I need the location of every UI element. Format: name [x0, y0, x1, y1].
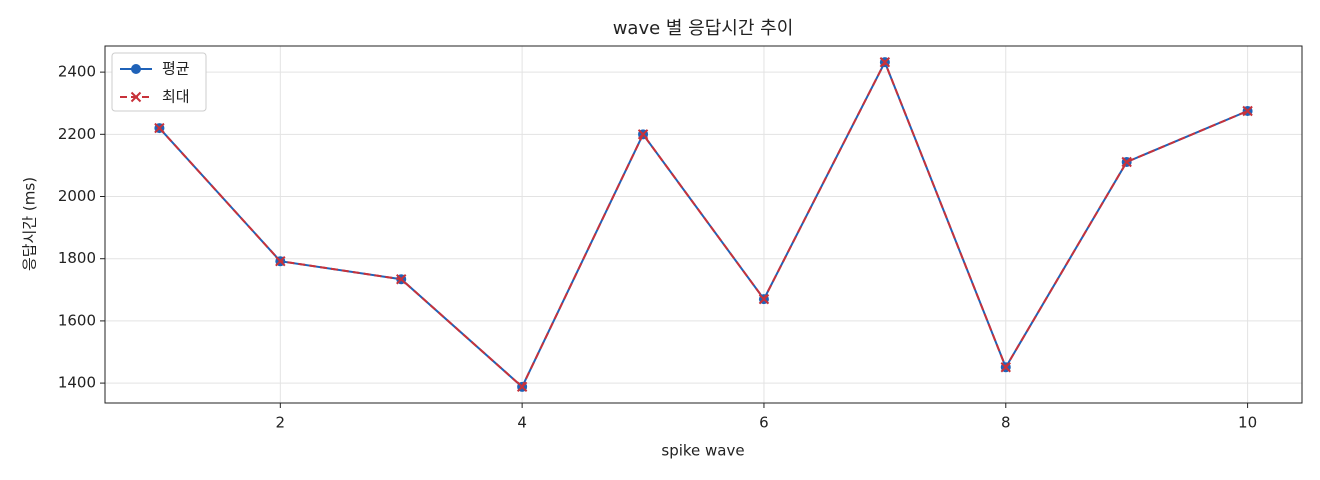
y-tick-label: 1600 — [58, 311, 96, 329]
marker — [154, 122, 165, 134]
y-tick-label: 2200 — [58, 125, 96, 143]
x-tick-label: 8 — [1001, 414, 1011, 432]
legend-marker — [130, 91, 142, 103]
marker — [1000, 362, 1011, 373]
y-tick-label: 1800 — [58, 249, 96, 267]
legend-marker — [131, 64, 141, 74]
marker — [1242, 105, 1253, 117]
marker — [1121, 156, 1132, 168]
line — [158, 59, 1248, 389]
line — [158, 59, 1248, 389]
marker — [879, 56, 891, 68]
marker — [275, 255, 286, 267]
marker — [637, 129, 649, 140]
y-tick-label: 1400 — [58, 374, 96, 392]
x-tick-label: 4 — [517, 414, 527, 432]
x-tick-label: 2 — [276, 414, 286, 432]
marker — [758, 293, 770, 305]
y-tick-label: 2400 — [58, 63, 96, 81]
chart-title: wave 별 응답시간 추이 — [613, 18, 794, 39]
marker — [516, 381, 528, 393]
y-axis-label: 응답시간 (ms) — [21, 177, 39, 271]
y-tick-label: 2000 — [58, 187, 96, 205]
legend-box — [111, 52, 207, 112]
x-tick-label: 6 — [759, 414, 769, 432]
x-axis-label: spike wave — [661, 442, 744, 460]
marker — [396, 274, 407, 285]
legend-label: 평균 — [162, 60, 190, 78]
legend-label: 최대 — [162, 88, 190, 106]
x-tick-label: 10 — [1238, 414, 1257, 432]
plot-frame — [104, 45, 1303, 404]
